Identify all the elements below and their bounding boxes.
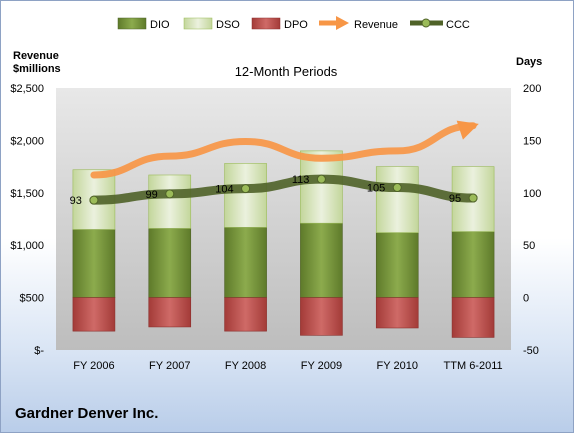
x-tick-label: FY 2008	[225, 360, 266, 372]
ccc-line: 93 99 104 113 105 95	[70, 174, 478, 207]
right-tick-label: 150	[523, 135, 541, 147]
ccc-data-label: 113	[292, 174, 310, 186]
bar-dpo	[72, 297, 116, 332]
bar-dio	[375, 232, 419, 298]
bar-dpo	[375, 297, 419, 329]
ccc-point	[468, 193, 478, 203]
right-tick-label: 0	[523, 293, 529, 305]
revenue-arrowhead	[456, 120, 479, 140]
plot-area	[56, 88, 511, 350]
legend-swatch-dio	[117, 17, 147, 30]
bar-dio	[224, 227, 267, 298]
legend-swatch-ccc	[410, 18, 443, 28]
right-tick-label: 200	[523, 83, 541, 95]
left-tick-label: $1,500	[10, 188, 44, 200]
bar-dpo	[148, 297, 192, 328]
legend: DIO DSO DPO Revenue CCC	[117, 16, 470, 31]
x-tick-label: FY 2010	[377, 360, 418, 372]
legend-swatch-revenue	[319, 16, 349, 30]
bar-dso	[375, 166, 419, 233]
legend-label-dpo: DPO	[284, 19, 308, 31]
left-axis-title-line1: Revenue	[13, 50, 59, 62]
ccc-point	[165, 189, 175, 199]
ccc-point	[316, 174, 326, 184]
bar-dio	[72, 229, 116, 298]
left-tick-label: $2,500	[10, 83, 44, 95]
right-tick-label: -50	[523, 345, 539, 357]
revenue-path	[90, 122, 477, 179]
ccc-data-label: 105	[367, 183, 385, 195]
revenue-line	[90, 120, 479, 179]
left-axis-ticks: $- $500 $1,000 $1,500 $2,000 $2,500	[10, 83, 44, 357]
chart-title: 12-Month Periods	[235, 64, 338, 79]
left-tick-label: $1,000	[10, 240, 44, 252]
left-axis-title-line2: $millions	[13, 63, 61, 75]
ccc-point	[241, 184, 251, 194]
ccc-point	[89, 195, 99, 205]
ccc-data-label: 99	[146, 189, 158, 201]
legend-swatch-dpo	[251, 17, 281, 30]
x-tick-label: FY 2007	[149, 360, 190, 372]
bars	[72, 150, 495, 338]
right-tick-label: 100	[523, 188, 541, 200]
x-tick-label: TTM 6-2011	[444, 360, 503, 372]
bar-dpo	[224, 297, 267, 332]
bar-dio	[451, 231, 495, 298]
bar-dpo	[451, 297, 495, 338]
left-tick-label: $-	[34, 345, 44, 357]
legend-label-revenue: Revenue	[354, 19, 398, 31]
legend-label-ccc: CCC	[446, 19, 470, 31]
x-axis-ticks: FY 2006 FY 2007 FY 2008 FY 2009 FY 2010 TTM 6…	[73, 360, 502, 372]
x-tick-label: FY 2006	[73, 360, 114, 372]
x-tick-label: FY 2009	[301, 360, 342, 372]
legend-label-dso: DSO	[216, 19, 240, 31]
legend-swatch-dso	[183, 17, 213, 30]
ccc-point	[392, 183, 402, 193]
ccc-data-label: 104	[215, 184, 233, 196]
ccc-data-label: 93	[70, 195, 82, 207]
right-axis-title: Days	[516, 56, 542, 68]
left-tick-label: $500	[20, 293, 44, 305]
ccc-path	[89, 174, 478, 205]
right-axis-ticks: -50 0 50 100 150 200	[523, 83, 541, 357]
company-name: Gardner Denver Inc.	[15, 405, 159, 422]
left-tick-label: $2,000	[10, 135, 44, 147]
bar-dio	[148, 228, 192, 298]
bar-dio	[300, 222, 343, 298]
bar-dso	[224, 163, 267, 228]
right-tick-label: 50	[523, 240, 535, 252]
bar-dso	[300, 150, 343, 224]
legend-label-dio: DIO	[150, 19, 170, 31]
bar-dpo	[300, 297, 343, 336]
ccc-data-label: 95	[449, 193, 461, 205]
bar-dso	[148, 174, 192, 229]
